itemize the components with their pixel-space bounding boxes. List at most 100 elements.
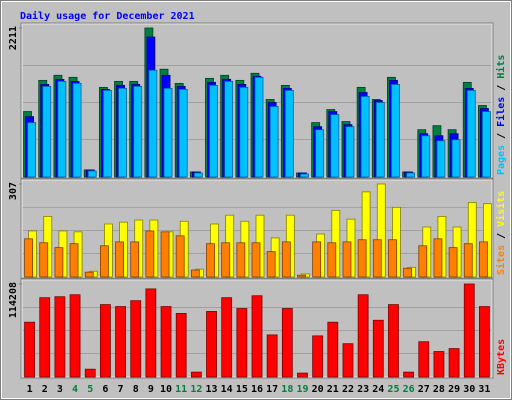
x-tick-label: 2	[42, 384, 48, 395]
bar	[193, 172, 203, 178]
bar	[251, 295, 263, 378]
legend-separator: /	[496, 79, 507, 97]
bar	[479, 306, 490, 378]
bar	[466, 90, 476, 178]
x-tick-label: 27	[418, 384, 430, 395]
bar	[312, 335, 324, 378]
bar	[190, 269, 200, 278]
bar	[239, 86, 249, 178]
bar	[160, 306, 172, 378]
bar	[269, 106, 279, 178]
bar	[115, 306, 126, 378]
bar	[266, 251, 276, 278]
bar	[99, 245, 109, 278]
bar	[463, 243, 473, 278]
y-tick-label: 114208	[8, 282, 19, 318]
bar	[102, 90, 112, 178]
bar	[190, 371, 202, 378]
panel-shadow	[20, 178, 494, 279]
chart-title: Daily usage for December 2021	[20, 10, 195, 22]
bar	[345, 126, 355, 178]
bar	[482, 111, 491, 178]
bar	[42, 85, 52, 178]
bar	[57, 80, 67, 178]
bar	[357, 294, 369, 378]
x-tick-label: 19	[296, 384, 308, 395]
bar	[388, 304, 399, 378]
bar	[224, 80, 234, 178]
x-tick-label: 12	[190, 384, 202, 395]
bar	[236, 242, 246, 278]
bar	[433, 351, 445, 378]
bar	[99, 304, 111, 378]
legend: KBytes	[496, 339, 507, 375]
bar	[160, 231, 170, 278]
bar	[148, 69, 158, 178]
legend: Sites / Visits	[495, 191, 507, 275]
bar	[145, 230, 155, 278]
x-tick-label: 26	[403, 384, 415, 395]
bar	[463, 283, 475, 378]
bar	[266, 334, 278, 378]
bar	[479, 241, 488, 278]
bar	[251, 242, 261, 278]
bar	[391, 84, 400, 178]
bar	[54, 247, 64, 278]
x-tick-label: 21	[327, 384, 339, 395]
bar	[372, 239, 382, 278]
bar	[27, 122, 36, 178]
legend-entry: KBytes	[496, 339, 507, 375]
bar	[357, 239, 367, 278]
x-tick-label: 6	[102, 384, 108, 395]
y-tick-label: 307	[8, 182, 19, 200]
bar	[130, 300, 142, 378]
x-tick-label: 22	[342, 384, 354, 395]
bar	[418, 341, 430, 378]
bar	[39, 297, 51, 378]
bar	[403, 267, 413, 278]
x-tick-label: 5	[87, 384, 93, 395]
bar	[372, 319, 384, 378]
bar	[312, 241, 322, 278]
bar	[418, 245, 428, 278]
bar	[281, 241, 291, 278]
x-tick-label: 25	[387, 384, 399, 395]
bar	[115, 241, 124, 278]
bar	[327, 321, 339, 378]
bar	[130, 241, 140, 278]
bar	[297, 372, 308, 378]
bar	[254, 76, 264, 178]
bar	[448, 348, 460, 378]
bar	[342, 241, 352, 278]
bar	[54, 296, 66, 378]
bar	[327, 242, 337, 278]
x-tick-label: 10	[160, 384, 172, 395]
bar	[315, 129, 325, 178]
bar	[421, 135, 431, 178]
x-tick-label: 17	[266, 384, 278, 395]
x-tick-label: 13	[205, 384, 217, 395]
bar	[133, 85, 143, 178]
legend: Pages / Files / Hits	[495, 55, 507, 175]
bar	[72, 82, 82, 178]
bar	[406, 172, 416, 178]
bar	[39, 242, 49, 278]
bar	[87, 170, 97, 178]
x-tick-label: 23	[357, 384, 369, 395]
legend-entry: Hits	[495, 55, 507, 79]
bar	[145, 288, 157, 378]
bar	[284, 90, 294, 178]
x-tick-label: 15	[236, 384, 248, 395]
panel-shadow	[20, 278, 494, 379]
x-tick-label: 24	[372, 384, 384, 395]
x-tick-label: 1	[27, 384, 33, 395]
bar	[175, 313, 187, 378]
x-tick-label: 31	[478, 384, 490, 395]
x-tick-label: 3	[57, 384, 63, 395]
x-tick-label: 7	[118, 384, 124, 395]
bar	[300, 173, 309, 178]
bar	[209, 84, 218, 178]
bar	[436, 140, 446, 178]
